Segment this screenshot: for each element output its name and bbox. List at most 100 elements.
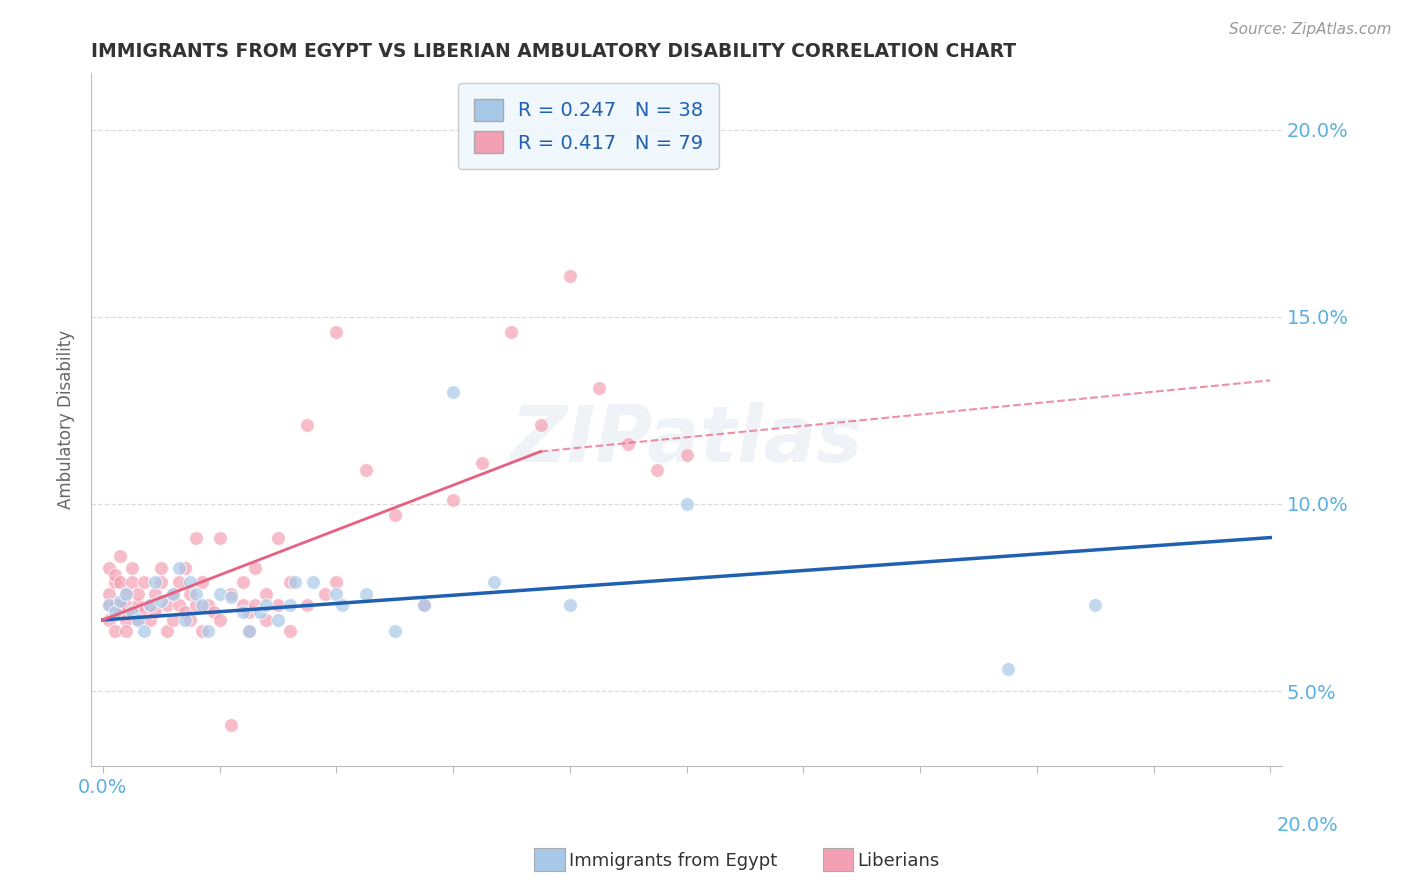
Point [412, 598, 434, 612]
Point [173, 613, 195, 627]
Point [243, 560, 266, 574]
Point [132, 624, 155, 639]
Text: Immigrants from Egypt: Immigrants from Egypt [569, 852, 778, 870]
Point [617, 437, 640, 451]
Point [110, 598, 132, 612]
Point [295, 418, 318, 433]
Point [278, 624, 301, 639]
Point [110, 549, 132, 564]
Point [115, 587, 138, 601]
Point [127, 613, 149, 627]
Point [167, 598, 190, 612]
Point [384, 624, 406, 639]
Point [197, 624, 219, 639]
Text: 20.0%: 20.0% [1277, 815, 1339, 835]
Point [143, 587, 166, 601]
Point [232, 606, 254, 620]
Point [138, 598, 160, 612]
Point [278, 598, 301, 612]
Point [97, 587, 120, 601]
Point [558, 598, 581, 612]
Point [143, 606, 166, 620]
Point [441, 493, 464, 508]
Point [132, 606, 155, 620]
Point [179, 575, 201, 590]
Point [173, 606, 195, 620]
Point [115, 587, 138, 601]
Point [103, 598, 125, 612]
Point [162, 587, 184, 601]
Point [314, 587, 336, 601]
Point [354, 463, 377, 477]
Text: ZIPatlas: ZIPatlas [510, 402, 863, 478]
Point [127, 598, 149, 612]
Text: IMMIGRANTS FROM EGYPT VS LIBERIAN AMBULATORY DISABILITY CORRELATION CHART: IMMIGRANTS FROM EGYPT VS LIBERIAN AMBULA… [91, 42, 1017, 61]
Point [127, 613, 149, 627]
Point [238, 624, 260, 639]
Text: Liberians: Liberians [858, 852, 939, 870]
Point [103, 568, 125, 582]
Point [191, 624, 214, 639]
Point [441, 384, 464, 399]
Point [150, 594, 173, 608]
Point [121, 606, 143, 620]
Point [302, 575, 325, 590]
Point [208, 531, 231, 545]
Point [115, 598, 138, 612]
Point [121, 575, 143, 590]
Point [197, 598, 219, 612]
Point [103, 624, 125, 639]
Point [325, 587, 347, 601]
Point [243, 598, 266, 612]
Point [97, 613, 120, 627]
Point [384, 508, 406, 522]
Point [330, 598, 353, 612]
Point [127, 587, 149, 601]
Point [254, 613, 277, 627]
Point [202, 606, 225, 620]
Point [530, 418, 553, 433]
Point [354, 587, 377, 601]
Point [267, 613, 290, 627]
Point [675, 497, 697, 511]
Point [150, 575, 173, 590]
Point [249, 606, 271, 620]
Point [110, 575, 132, 590]
Point [138, 613, 160, 627]
Point [179, 613, 201, 627]
Point [191, 598, 214, 612]
Point [138, 598, 160, 612]
Point [156, 598, 179, 612]
Point [295, 598, 318, 612]
Point [647, 463, 669, 477]
Point [278, 575, 301, 590]
Point [156, 624, 179, 639]
Point [588, 381, 610, 395]
Y-axis label: Ambulatory Disability: Ambulatory Disability [58, 330, 75, 509]
Point [121, 560, 143, 574]
Point [173, 560, 195, 574]
Point [150, 560, 173, 574]
Point [471, 456, 494, 470]
Point [412, 598, 434, 612]
Point [501, 325, 523, 339]
Legend: R = 0.247   N = 38, R = 0.417   N = 79: R = 0.247 N = 38, R = 0.417 N = 79 [458, 83, 718, 169]
Point [162, 587, 184, 601]
Point [162, 613, 184, 627]
Point [110, 606, 132, 620]
Point [103, 606, 125, 620]
Point [186, 587, 208, 601]
Point [121, 606, 143, 620]
Point [325, 575, 347, 590]
Point [167, 560, 190, 574]
Point [219, 591, 242, 605]
Point [179, 587, 201, 601]
Point [482, 575, 505, 590]
Point [325, 325, 347, 339]
Point [103, 575, 125, 590]
Point [110, 594, 132, 608]
Point [675, 448, 697, 462]
Point [997, 662, 1019, 676]
Point [284, 575, 307, 590]
Point [254, 587, 277, 601]
